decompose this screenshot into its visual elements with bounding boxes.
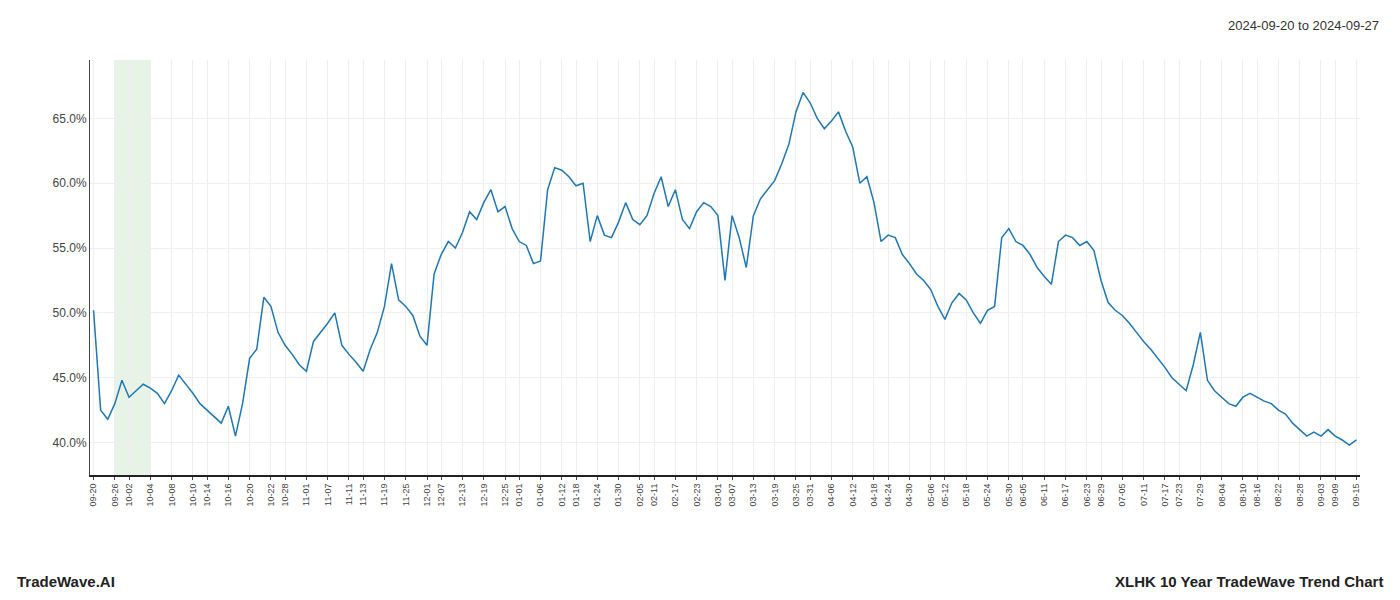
svg-text:01-06: 01-06 bbox=[535, 484, 545, 507]
svg-text:08-28: 08-28 bbox=[1295, 484, 1305, 507]
svg-text:02-05: 02-05 bbox=[635, 484, 645, 507]
svg-text:08-04: 08-04 bbox=[1217, 484, 1227, 507]
svg-text:06-05: 06-05 bbox=[1018, 484, 1028, 507]
svg-text:02-23: 02-23 bbox=[692, 484, 702, 507]
svg-text:12-19: 12-19 bbox=[479, 484, 489, 507]
svg-text:01-24: 01-24 bbox=[592, 484, 602, 507]
svg-text:04-06: 04-06 bbox=[826, 484, 836, 507]
svg-text:07-17: 07-17 bbox=[1160, 484, 1170, 507]
svg-text:10-10: 10-10 bbox=[188, 484, 198, 507]
svg-text:05-30: 05-30 bbox=[1004, 484, 1014, 507]
svg-text:11-11: 11-11 bbox=[344, 484, 354, 506]
svg-text:04-12: 04-12 bbox=[848, 484, 858, 507]
svg-text:55.0%: 55.0% bbox=[53, 241, 87, 255]
svg-text:09-20: 09-20 bbox=[88, 484, 98, 507]
svg-text:06-23: 06-23 bbox=[1082, 484, 1092, 507]
svg-text:04-30: 04-30 bbox=[904, 484, 914, 507]
svg-text:10-20: 10-20 bbox=[245, 484, 255, 507]
svg-text:45.0%: 45.0% bbox=[53, 371, 87, 385]
svg-text:10-02: 10-02 bbox=[124, 484, 134, 507]
svg-text:12-25: 12-25 bbox=[500, 484, 510, 507]
svg-text:09-03: 09-03 bbox=[1316, 484, 1326, 507]
svg-text:04-24: 04-24 bbox=[883, 484, 893, 507]
svg-text:07-11: 07-11 bbox=[1139, 484, 1149, 506]
svg-text:07-29: 07-29 bbox=[1195, 484, 1205, 507]
svg-text:03-01: 03-01 bbox=[713, 484, 723, 507]
svg-text:10-14: 10-14 bbox=[202, 484, 212, 507]
svg-text:03-13: 03-13 bbox=[748, 484, 758, 507]
svg-text:09-09: 09-09 bbox=[1330, 484, 1340, 507]
svg-text:02-11: 02-11 bbox=[649, 484, 659, 506]
svg-text:02-17: 02-17 bbox=[670, 484, 680, 507]
svg-text:11-25: 11-25 bbox=[401, 484, 411, 506]
svg-text:05-18: 05-18 bbox=[961, 484, 971, 507]
svg-text:2024-09-20 to 2024-09-27: 2024-09-20 to 2024-09-27 bbox=[1228, 18, 1379, 33]
svg-text:01-30: 01-30 bbox=[614, 484, 624, 507]
svg-text:03-31: 03-31 bbox=[805, 484, 815, 507]
svg-text:09-26: 09-26 bbox=[110, 484, 120, 507]
svg-text:08-22: 08-22 bbox=[1273, 484, 1283, 507]
svg-text:11-13: 11-13 bbox=[358, 484, 368, 506]
svg-text:06-29: 06-29 bbox=[1096, 484, 1106, 507]
svg-text:10-04: 10-04 bbox=[145, 484, 155, 507]
svg-text:01-18: 01-18 bbox=[571, 484, 581, 507]
svg-text:65.0%: 65.0% bbox=[53, 112, 87, 126]
svg-text:10-08: 10-08 bbox=[167, 484, 177, 507]
svg-text:12-13: 12-13 bbox=[457, 484, 467, 507]
svg-text:XLHK 10 Year TradeWave Trend C: XLHK 10 Year TradeWave Trend Chart bbox=[1115, 573, 1383, 590]
svg-text:05-06: 05-06 bbox=[926, 484, 936, 507]
svg-text:10-16: 10-16 bbox=[223, 484, 233, 507]
svg-text:01-01: 01-01 bbox=[514, 484, 524, 507]
svg-text:11-01: 11-01 bbox=[301, 484, 311, 506]
svg-text:12-07: 12-07 bbox=[436, 484, 446, 507]
svg-text:11-19: 11-19 bbox=[379, 484, 389, 506]
svg-text:40.0%: 40.0% bbox=[53, 436, 87, 450]
svg-text:12-01: 12-01 bbox=[422, 484, 432, 507]
svg-text:08-10: 08-10 bbox=[1238, 484, 1248, 507]
svg-text:04-18: 04-18 bbox=[869, 484, 879, 507]
svg-text:10-22: 10-22 bbox=[266, 484, 276, 507]
svg-text:06-11: 06-11 bbox=[1039, 484, 1049, 506]
svg-text:50.0%: 50.0% bbox=[53, 306, 87, 320]
svg-text:08-16: 08-16 bbox=[1252, 484, 1262, 507]
svg-text:09-15: 09-15 bbox=[1351, 484, 1361, 507]
svg-text:03-19: 03-19 bbox=[770, 484, 780, 507]
svg-text:06-17: 06-17 bbox=[1060, 484, 1070, 507]
svg-text:60.0%: 60.0% bbox=[53, 176, 87, 190]
svg-text:07-23: 07-23 bbox=[1174, 484, 1184, 507]
svg-text:07-05: 07-05 bbox=[1117, 484, 1127, 507]
svg-text:05-12: 05-12 bbox=[940, 484, 950, 507]
svg-text:05-24: 05-24 bbox=[982, 484, 992, 507]
svg-text:TradeWave.AI: TradeWave.AI bbox=[17, 573, 115, 590]
svg-text:11-07: 11-07 bbox=[323, 484, 333, 506]
svg-text:03-25: 03-25 bbox=[791, 484, 801, 507]
svg-text:10-28: 10-28 bbox=[280, 484, 290, 507]
svg-text:03-07: 03-07 bbox=[727, 484, 737, 507]
svg-text:01-12: 01-12 bbox=[557, 484, 567, 507]
